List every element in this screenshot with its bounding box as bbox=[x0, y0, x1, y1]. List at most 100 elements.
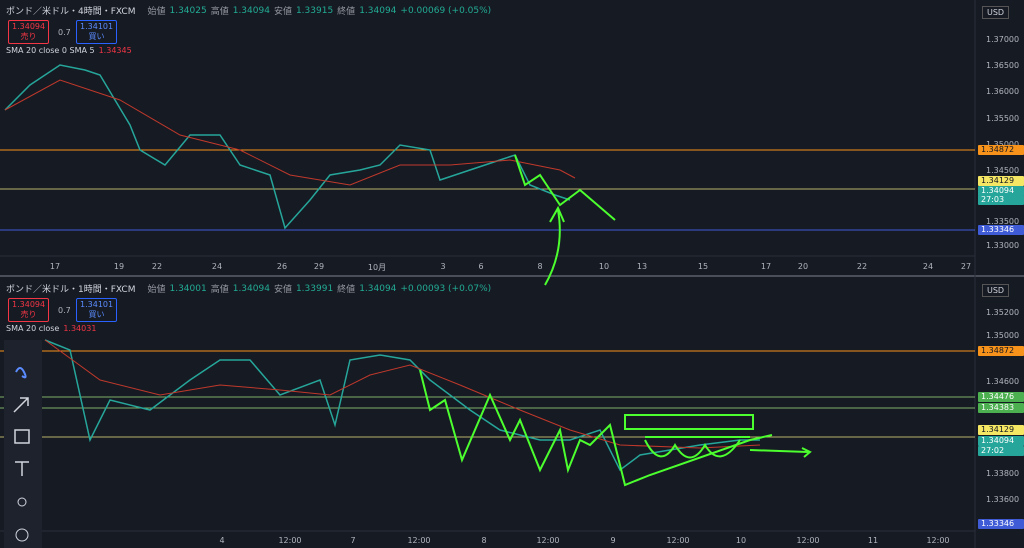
time-tick: 12:00 bbox=[926, 536, 950, 545]
time-tick: 11 bbox=[867, 536, 879, 545]
buy-label: 買い bbox=[88, 310, 105, 319]
time-tick: 12:00 bbox=[536, 536, 560, 545]
header-close: 1.34094 bbox=[359, 5, 397, 16]
indicator: SMA 20 close 0 SMA 5 1.34345 bbox=[6, 46, 132, 55]
header-low-label: 安値 bbox=[273, 285, 292, 295]
price-tick: 1.33000 bbox=[986, 241, 1020, 250]
price-label: 1.34476 bbox=[978, 392, 1024, 402]
spread: 0.7 bbox=[58, 28, 71, 37]
sell-label: 売り bbox=[20, 310, 37, 319]
header: ポンド／米ドル・1時間・FXCM 始値 1.34001 高値 1.34094 安値 1.33… bbox=[6, 282, 492, 296]
price-trace bbox=[44, 339, 760, 472]
header-close-label: 終値 bbox=[337, 285, 356, 295]
price-tick: 1.33500 bbox=[986, 217, 1020, 226]
time-tick: 10 bbox=[598, 262, 610, 271]
header-high-label: 高値 bbox=[210, 285, 229, 295]
price-label: 1.33346 bbox=[978, 519, 1024, 529]
time-tick: 24 bbox=[211, 262, 223, 271]
sell-button[interactable]: 1.34094 売り bbox=[8, 298, 50, 322]
drawing-arrow bbox=[544, 205, 565, 286]
time-tick: 4 bbox=[219, 536, 225, 545]
price-label: 27:03 bbox=[978, 195, 1024, 205]
time-tick: 24 bbox=[922, 262, 934, 271]
header-close-label: 終値 bbox=[337, 7, 356, 17]
price-trace bbox=[4, 64, 571, 230]
indicator-value: 1.34345 bbox=[98, 46, 132, 55]
header-symbol: ポンド／米ドル・4時間・FXCM bbox=[6, 7, 136, 17]
tool-brush[interactable] bbox=[15, 367, 27, 379]
header-symbol: ポンド／米ドル・1時間・FXCM bbox=[6, 285, 136, 295]
time-tick: 17 bbox=[760, 262, 772, 271]
time-tick: 19 bbox=[113, 262, 125, 271]
tool-text[interactable] bbox=[15, 461, 29, 476]
indicator-name: SMA 20 close 0 SMA 5 bbox=[6, 46, 95, 55]
time-tick: 8 bbox=[537, 262, 543, 271]
header-high: 1.34094 bbox=[232, 5, 270, 16]
time-tick: 22 bbox=[856, 262, 868, 271]
header-low: 1.33991 bbox=[295, 283, 334, 294]
price-label: 27:02 bbox=[978, 446, 1024, 456]
price-tick: 1.36000 bbox=[986, 87, 1020, 96]
tool-rotate[interactable] bbox=[15, 528, 29, 542]
time-tick: 15 bbox=[697, 262, 709, 271]
time-tick: 12:00 bbox=[407, 536, 431, 545]
time-tick: 13 bbox=[636, 262, 648, 271]
drawing bbox=[644, 436, 812, 459]
toolbar bbox=[4, 340, 42, 548]
sell-price: 1.34094 bbox=[12, 22, 46, 31]
time-tick: 20 bbox=[797, 262, 809, 271]
header-change: +0.00093 (+0.07%) bbox=[400, 283, 492, 294]
header-low-label: 安値 bbox=[273, 7, 292, 17]
indicator: SMA 20 close 1.34031 bbox=[6, 324, 96, 333]
price-tick: 1.33600 bbox=[986, 495, 1020, 504]
time-tick: 8 bbox=[481, 536, 487, 545]
price-tick: 1.37000 bbox=[986, 35, 1020, 44]
indicator-name: SMA 20 close bbox=[6, 324, 60, 333]
tool-path[interactable] bbox=[17, 497, 27, 507]
price-label: 1.34094 bbox=[978, 186, 1024, 196]
sell-label: 売り bbox=[20, 32, 37, 41]
time-tick: 26 bbox=[276, 262, 288, 271]
price-label: 1.34129 bbox=[978, 176, 1024, 186]
spread: 0.7 bbox=[58, 306, 71, 315]
header-close: 1.34094 bbox=[359, 283, 397, 294]
price-tick: 1.33800 bbox=[986, 469, 1020, 478]
price-label: 1.34872 bbox=[978, 145, 1024, 155]
currency-button[interactable]: USD bbox=[982, 284, 1010, 297]
time-tick: 29 bbox=[313, 262, 325, 271]
header-change: +0.00069 (+0.05%) bbox=[400, 5, 492, 16]
tool-arrow[interactable] bbox=[13, 397, 29, 413]
header-open: 1.34001 bbox=[169, 283, 207, 294]
drawing bbox=[514, 154, 616, 221]
price-label: 1.34383 bbox=[978, 403, 1024, 413]
time-tick: 7 bbox=[350, 536, 356, 545]
header-low: 1.33915 bbox=[295, 5, 334, 16]
drawing bbox=[419, 369, 773, 487]
header-open-label: 始値 bbox=[147, 285, 166, 295]
header-high: 1.34094 bbox=[232, 283, 270, 294]
sell-button[interactable]: 1.34094 売り bbox=[8, 20, 50, 44]
buy-button[interactable]: 1.34101 買い bbox=[76, 298, 118, 322]
tool-rect[interactable] bbox=[14, 429, 30, 444]
time-tick: 9 bbox=[610, 536, 616, 545]
time-tick: 22 bbox=[151, 262, 163, 271]
price-tick: 1.35500 bbox=[986, 114, 1020, 123]
currency-button[interactable]: USD bbox=[982, 6, 1010, 19]
time-tick: 3 bbox=[440, 262, 446, 271]
header-open: 1.34025 bbox=[169, 5, 207, 16]
header: ポンド／米ドル・4時間・FXCM 始値 1.34025 高値 1.34094 安値 1.33… bbox=[6, 4, 492, 18]
buy-button[interactable]: 1.34101 買い bbox=[76, 20, 118, 44]
time-tick: 27 bbox=[960, 262, 972, 271]
time-tick: 10 bbox=[735, 536, 747, 545]
time-tick: 17 bbox=[49, 262, 61, 271]
time-tick: 12:00 bbox=[796, 536, 820, 545]
price-tick: 1.35200 bbox=[986, 308, 1020, 317]
buy-label: 買い bbox=[88, 32, 105, 41]
header-high-label: 高値 bbox=[210, 7, 229, 17]
price-label: 1.33346 bbox=[978, 225, 1024, 235]
time-tick: 12:00 bbox=[278, 536, 302, 545]
buy-price: 1.34101 bbox=[80, 22, 114, 31]
time-tick: 10月 bbox=[367, 263, 387, 272]
